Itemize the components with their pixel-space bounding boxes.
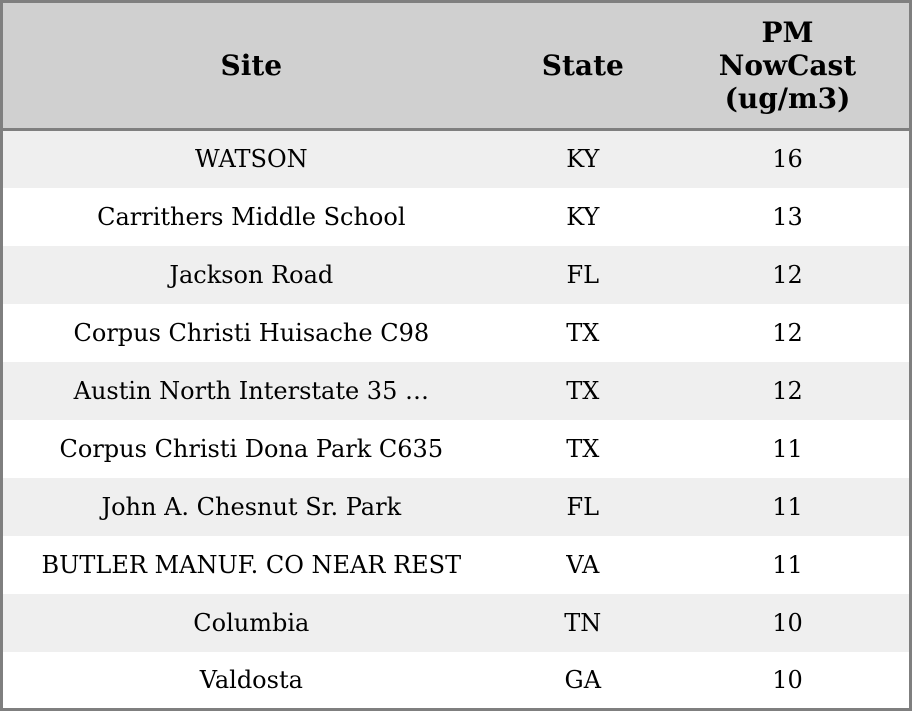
state-cell: TX (566, 318, 600, 347)
pm-header-line-3: (ug/m3) (724, 82, 851, 116)
column-header-site: Site (1, 1, 500, 131)
site-cell: Corpus Christi Huisache C98 (73, 318, 430, 347)
pm-cell: 11 (772, 434, 803, 463)
pm-cell: 10 (772, 665, 803, 694)
table-row: Austin North Interstate 35 … TX 12 (1, 361, 911, 420)
table-row: Jackson Road FL 12 (1, 245, 911, 304)
pm-cell: 16 (772, 145, 803, 174)
column-header-state: State (499, 1, 666, 131)
state-cell: FL (566, 492, 600, 521)
pm-cell: 11 (772, 550, 803, 579)
pm-header-line-2: NowCast (718, 48, 857, 82)
table-row: Valdosta GA 10 (1, 651, 911, 710)
pm-cell: 11 (772, 492, 803, 521)
table-body: WATSON KY 16 Carrithers Middle School KY… (1, 129, 911, 710)
table-row: Corpus Christi Dona Park C635 TX 11 (1, 419, 911, 478)
table-row: John A. Chesnut Sr. Park FL 11 (1, 477, 911, 536)
table-row: Corpus Christi Huisache C98 TX 12 (1, 303, 911, 362)
state-cell: KY (566, 202, 600, 231)
state-cell: VA (566, 550, 600, 579)
table-header: Site State PM NowCast (ug/m3) (1, 1, 911, 131)
site-cell: John A. Chesnut Sr. Park (101, 492, 402, 521)
site-cell: Columbia (193, 608, 310, 637)
pm-cell: 13 (772, 202, 803, 231)
table-row: Carrithers Middle School KY 13 (1, 187, 911, 246)
pm-cell: 12 (772, 260, 803, 289)
site-cell: BUTLER MANUF. CO NEAR REST (41, 550, 462, 579)
state-cell: TX (566, 376, 600, 405)
header-row: Site State PM NowCast (ug/m3) (1, 1, 911, 131)
pm-cell: 12 (772, 376, 803, 405)
state-cell: GA (564, 665, 602, 694)
site-cell: Austin North Interstate 35 … (73, 376, 429, 405)
table-row: Columbia TN 10 (1, 593, 911, 652)
column-header-pm-nowcast: PM NowCast (ug/m3) (665, 1, 911, 131)
state-cell: KY (566, 145, 600, 174)
state-cell: TX (566, 434, 600, 463)
site-cell: Jackson Road (169, 260, 334, 289)
pm-header-line-1: PM (761, 15, 814, 49)
site-cell: WATSON (195, 145, 308, 174)
table-row: WATSON KY 16 (1, 129, 911, 188)
state-cell: FL (566, 260, 600, 289)
site-cell: Valdosta (199, 665, 303, 694)
pm-cell: 10 (772, 608, 803, 637)
state-cell: TN (564, 608, 602, 637)
site-cell: Corpus Christi Dona Park C635 (59, 434, 444, 463)
site-cell: Carrithers Middle School (97, 202, 406, 231)
table-row: BUTLER MANUF. CO NEAR REST VA 11 (1, 535, 911, 594)
pm-cell: 12 (772, 318, 803, 347)
